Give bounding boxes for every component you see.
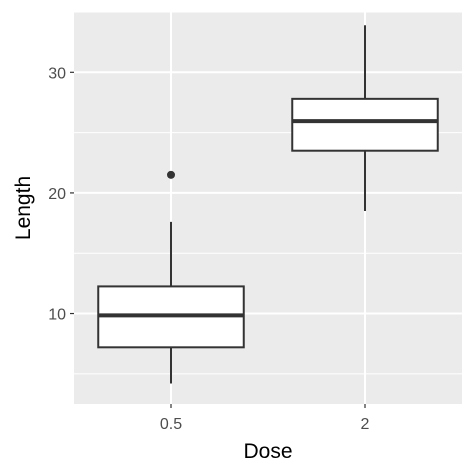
y-tick-label: 10 <box>48 307 66 324</box>
y-tick-label: 30 <box>48 65 66 82</box>
box-body <box>291 97 439 152</box>
x-axis: 0.5 2 <box>160 404 370 433</box>
box-2 <box>291 25 439 212</box>
y-axis-title: Length <box>12 176 35 240</box>
x-axis-title: Dose <box>243 440 292 463</box>
y-axis: 10 20 30 <box>48 65 74 324</box>
box-0.5 <box>97 170 245 384</box>
box-plots <box>97 25 439 384</box>
y-tick-label: 20 <box>48 186 66 203</box>
outlier-point <box>167 170 175 179</box>
x-tick-label: 2 <box>361 416 370 433</box>
x-tick-label: 0.5 <box>160 416 182 433</box>
